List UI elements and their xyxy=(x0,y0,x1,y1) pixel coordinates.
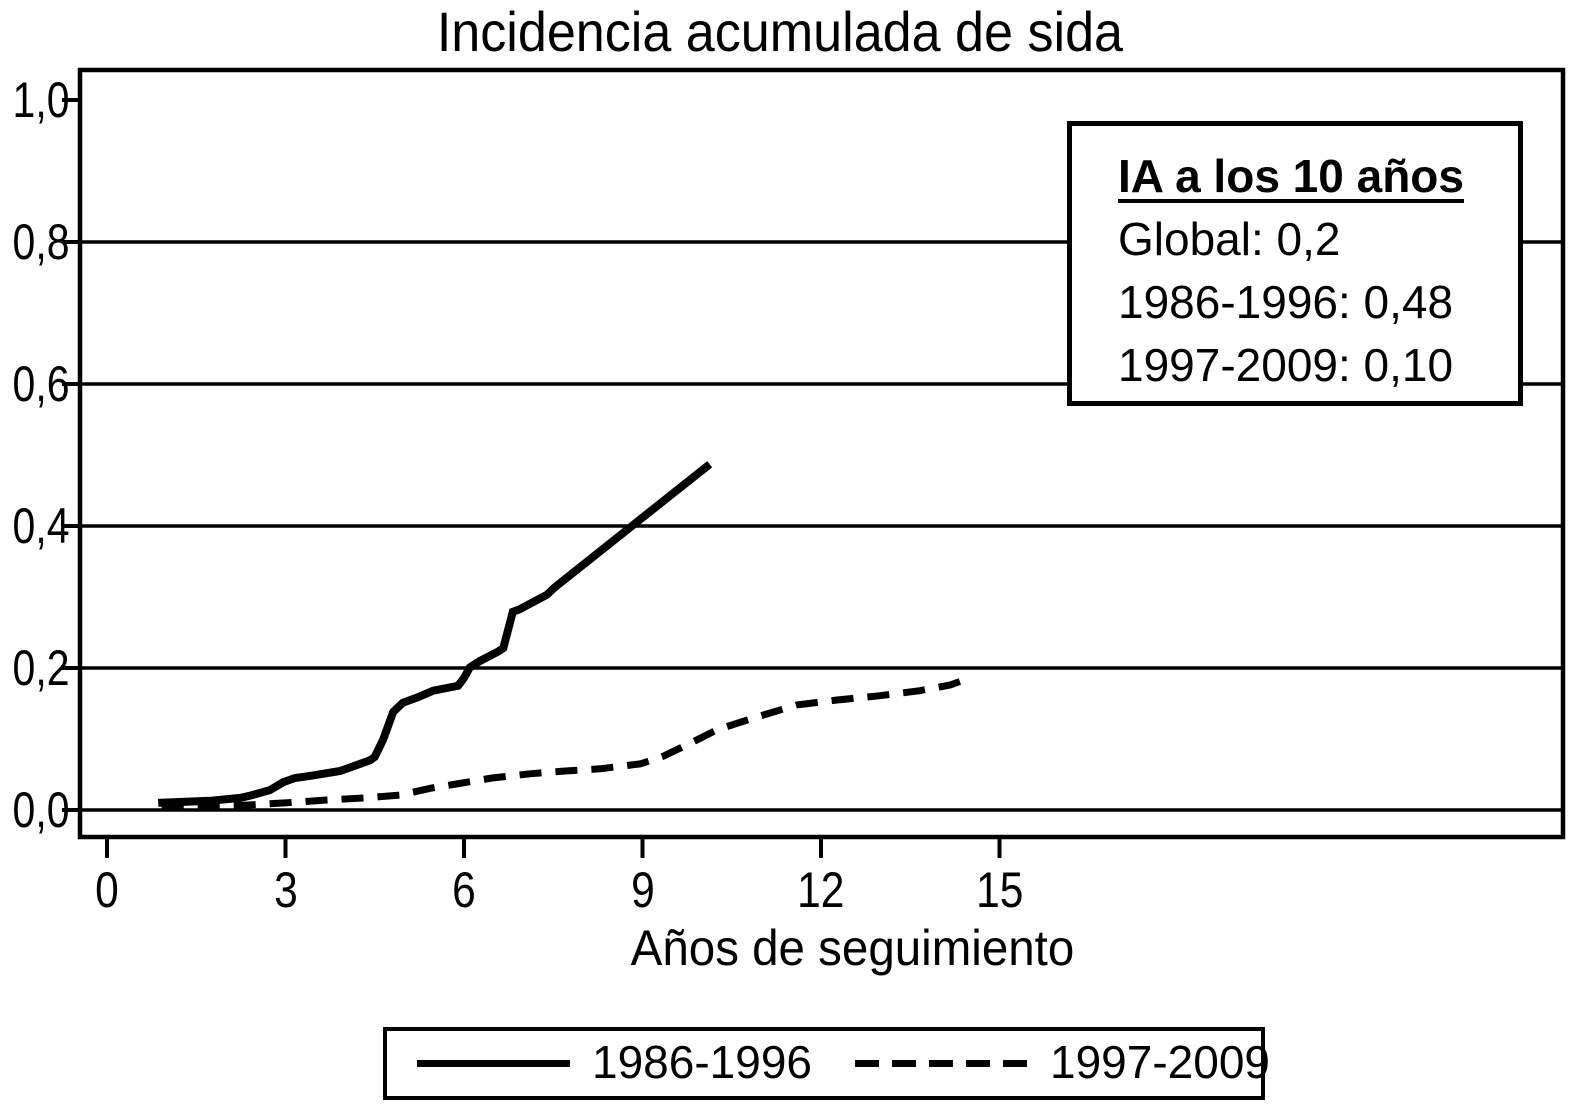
x-tick-label-text: 0 xyxy=(95,862,119,918)
legend-swatch-solid-line xyxy=(417,1060,570,1067)
legend-swatch-dashed-line xyxy=(855,1060,1027,1067)
x-axis-label-text: Años de seguimiento xyxy=(630,920,1074,976)
annotation-title: IA a los 10 años xyxy=(1118,150,1464,202)
legend: 1986-1996 1997-2009 xyxy=(383,1027,1270,1100)
legend-label-1986-1996: 1986-1996 xyxy=(592,1036,812,1088)
x-tick-label: 0 xyxy=(37,864,177,916)
y-tick-label-text: 0,0 xyxy=(12,782,70,838)
x-tick-label: 12 xyxy=(751,864,891,916)
y-tick-label: 0,8 xyxy=(0,217,70,267)
series-line-1997-2009 xyxy=(161,675,970,810)
y-tick-label: 0,6 xyxy=(0,359,70,409)
y-tick-label: 0,2 xyxy=(0,643,70,693)
x-tick-label: 15 xyxy=(930,864,1070,916)
annotation-line-global: Global: 0,2 xyxy=(1118,213,1341,265)
series-line-1986-1996 xyxy=(158,461,713,807)
y-tick-label-text: 0,2 xyxy=(12,640,70,696)
y-tick-label: 0,4 xyxy=(0,501,70,551)
x-tick-label: 3 xyxy=(216,864,356,916)
x-tick-label-text: 9 xyxy=(630,862,655,918)
y-tick-label-text: 0,6 xyxy=(12,356,70,412)
x-tick-label-text: 6 xyxy=(452,862,476,918)
x-tick-label-text: 15 xyxy=(975,862,1024,918)
plot-frame xyxy=(77,67,1566,840)
x-tick-label-text: 12 xyxy=(797,862,845,918)
chart-title-text: Incidencia acumulada de sida xyxy=(436,0,1124,63)
annotation-line-1986-1996: 1986-1996: 0,48 xyxy=(1118,276,1454,328)
annotation-box: IA a los 10 años Global: 0,2 1986-1996: … xyxy=(1067,121,1523,406)
y-tick-label-text: 0,8 xyxy=(12,214,70,270)
x-tick-label: 6 xyxy=(394,864,534,916)
x-tick-label: 9 xyxy=(573,864,713,916)
x-tick-label-text: 3 xyxy=(273,862,298,918)
annotation-line-1997-2009: 1997-2009: 0,10 xyxy=(1118,339,1454,391)
y-tick-label: 0,0 xyxy=(0,785,70,835)
legend-label-1997-2009: 1997-2009 xyxy=(1050,1036,1270,1088)
y-tick-label-text: 1,0 xyxy=(12,72,70,128)
x-axis-label: Años de seguimiento xyxy=(152,920,1552,976)
chart-title: Incidencia acumulada de sida xyxy=(0,0,1560,64)
y-tick-label-text: 0,4 xyxy=(12,498,70,554)
y-tick-label: 1,0 xyxy=(0,75,70,125)
